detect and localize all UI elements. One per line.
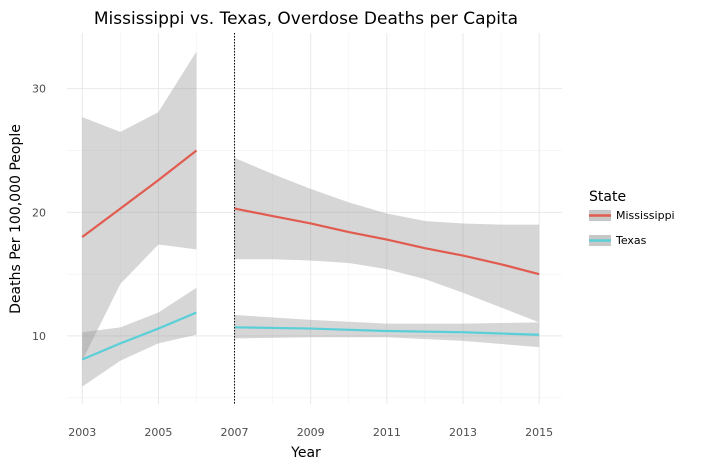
x-tick-label: 2003 (68, 426, 96, 439)
y-tick-label: 10 (32, 330, 46, 343)
ribbon-mississippi-0 (82, 51, 197, 361)
x-tick-labels: 2003 2005 2007 2009 2011 2013 2015 (68, 426, 553, 439)
x-tick-label: 2011 (373, 426, 401, 439)
y-axis-label: Deaths Per 100,000 People (8, 124, 24, 314)
x-tick-label: 2005 (144, 426, 172, 439)
legend: State Mississippi Texas (589, 189, 675, 247)
x-tick-label: 2009 (297, 426, 325, 439)
x-axis-label: Year (290, 445, 321, 461)
line-texas-0 (81, 311, 197, 361)
major-gridlines (67, 33, 562, 404)
line-mississippi-0 (81, 149, 198, 238)
y-tick-labels: 10 20 30 (32, 83, 46, 343)
series-lines (81, 149, 540, 361)
ribbon-texas-0 (82, 287, 197, 387)
legend-item-texas: Texas (589, 234, 647, 247)
legend-label-texas: Texas (615, 234, 647, 247)
legend-title: State (589, 189, 626, 205)
line-texas-1 (234, 326, 540, 336)
legend-label-mississippi: Mississippi (616, 209, 675, 222)
chart-title: Mississippi vs. Texas, Overdose Deaths p… (94, 9, 518, 29)
y-tick-label: 20 (32, 206, 46, 219)
x-tick-label: 2013 (449, 426, 477, 439)
line-mississippi-1 (234, 207, 540, 276)
x-tick-label: 2015 (525, 426, 553, 439)
legend-item-mississippi: Mississippi (589, 209, 675, 222)
minor-gridlines (67, 33, 562, 404)
x-tick-label: 2007 (221, 426, 249, 439)
y-tick-label: 30 (32, 83, 46, 96)
